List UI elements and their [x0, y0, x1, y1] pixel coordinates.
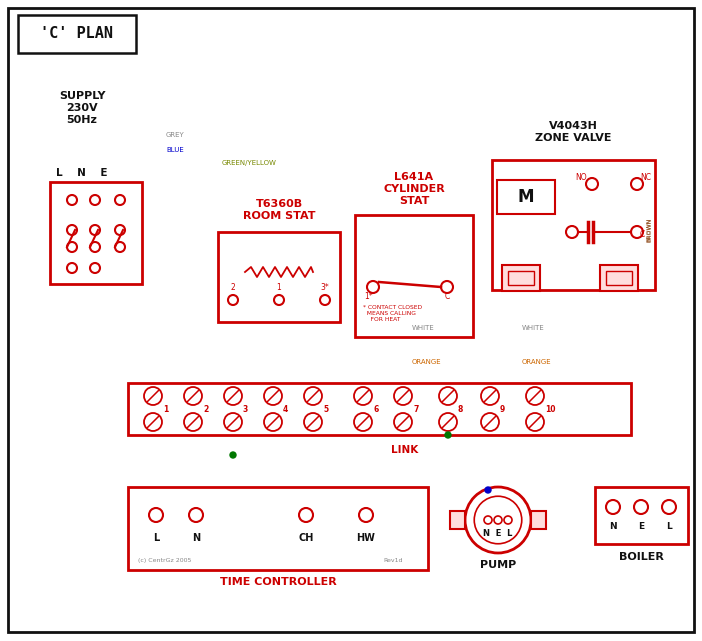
- Text: NO: NO: [575, 173, 587, 182]
- Text: SUPPLY
230V
50Hz: SUPPLY 230V 50Hz: [59, 92, 105, 124]
- Circle shape: [394, 413, 412, 431]
- FancyBboxPatch shape: [50, 182, 142, 284]
- Text: 10: 10: [545, 404, 555, 413]
- Text: BROWN: BROWN: [646, 218, 651, 242]
- Text: E: E: [638, 522, 644, 531]
- Circle shape: [394, 387, 412, 405]
- Text: * CONTACT CLOSED
  MEANS CALLING
    FOR HEAT: * CONTACT CLOSED MEANS CALLING FOR HEAT: [363, 305, 422, 322]
- FancyBboxPatch shape: [531, 511, 546, 529]
- Text: Rev1d: Rev1d: [383, 558, 402, 563]
- Text: ORANGE: ORANGE: [412, 359, 442, 365]
- Text: C: C: [640, 230, 645, 239]
- Text: N: N: [192, 533, 200, 543]
- Circle shape: [439, 387, 457, 405]
- Text: PUMP: PUMP: [480, 560, 516, 570]
- Text: L: L: [666, 522, 672, 531]
- Text: GREEN/YELLOW: GREEN/YELLOW: [222, 160, 277, 166]
- FancyBboxPatch shape: [508, 271, 534, 285]
- Circle shape: [481, 413, 499, 431]
- Circle shape: [445, 432, 451, 438]
- FancyBboxPatch shape: [502, 265, 540, 291]
- Text: NC: NC: [640, 173, 651, 182]
- Text: WHITE: WHITE: [522, 325, 545, 331]
- Circle shape: [485, 487, 491, 493]
- Text: L641A
CYLINDER
STAT: L641A CYLINDER STAT: [383, 172, 445, 206]
- Text: 8: 8: [458, 404, 463, 413]
- Circle shape: [224, 413, 242, 431]
- Text: M: M: [518, 188, 534, 206]
- FancyBboxPatch shape: [606, 271, 632, 285]
- Text: 2: 2: [203, 404, 208, 413]
- Text: T6360B
ROOM STAT: T6360B ROOM STAT: [243, 199, 315, 221]
- Text: ORANGE: ORANGE: [522, 359, 552, 365]
- Circle shape: [144, 387, 162, 405]
- Circle shape: [264, 413, 282, 431]
- Text: V4043H
ZONE VALVE: V4043H ZONE VALVE: [535, 121, 611, 143]
- Circle shape: [264, 387, 282, 405]
- Circle shape: [481, 387, 499, 405]
- FancyBboxPatch shape: [128, 383, 631, 435]
- Circle shape: [354, 413, 372, 431]
- FancyBboxPatch shape: [450, 511, 465, 529]
- Text: 2: 2: [231, 283, 235, 292]
- Circle shape: [304, 387, 322, 405]
- Circle shape: [230, 452, 236, 458]
- Circle shape: [354, 387, 372, 405]
- FancyBboxPatch shape: [355, 215, 473, 337]
- Text: 5: 5: [323, 404, 328, 413]
- Text: HW: HW: [357, 533, 376, 543]
- FancyBboxPatch shape: [595, 487, 688, 544]
- Text: L: L: [153, 533, 159, 543]
- Circle shape: [184, 413, 202, 431]
- Text: L    N    E: L N E: [56, 168, 107, 178]
- FancyBboxPatch shape: [218, 232, 340, 322]
- Text: 3*: 3*: [321, 283, 329, 292]
- Text: 3: 3: [243, 404, 249, 413]
- FancyBboxPatch shape: [600, 265, 638, 291]
- Text: TIME CONTROLLER: TIME CONTROLLER: [220, 577, 336, 587]
- Circle shape: [526, 413, 544, 431]
- Text: LINK: LINK: [392, 445, 418, 455]
- FancyBboxPatch shape: [128, 487, 428, 570]
- Text: BOILER: BOILER: [619, 552, 664, 562]
- Text: N: N: [609, 522, 617, 531]
- Text: 7: 7: [413, 404, 418, 413]
- Text: BLUE: BLUE: [166, 147, 184, 153]
- Circle shape: [224, 387, 242, 405]
- Text: 1: 1: [277, 283, 282, 292]
- FancyBboxPatch shape: [8, 8, 694, 632]
- Text: WHITE: WHITE: [412, 325, 435, 331]
- Text: GREY: GREY: [166, 132, 185, 138]
- Text: CH: CH: [298, 533, 314, 543]
- Text: C: C: [444, 292, 449, 301]
- FancyBboxPatch shape: [492, 160, 655, 290]
- FancyBboxPatch shape: [497, 180, 555, 214]
- Text: 9: 9: [500, 404, 505, 413]
- Text: 6: 6: [373, 404, 378, 413]
- Text: 4: 4: [283, 404, 289, 413]
- Text: 1: 1: [163, 404, 168, 413]
- Text: BROWN: BROWN: [647, 218, 652, 242]
- Text: 'C' PLAN: 'C' PLAN: [41, 26, 114, 42]
- Text: N  E  L: N E L: [483, 529, 512, 538]
- Circle shape: [144, 413, 162, 431]
- Circle shape: [439, 413, 457, 431]
- Circle shape: [526, 387, 544, 405]
- Text: 1*: 1*: [364, 292, 373, 301]
- Text: (c) CentrGz 2005: (c) CentrGz 2005: [138, 558, 192, 563]
- Circle shape: [304, 413, 322, 431]
- FancyBboxPatch shape: [18, 15, 136, 53]
- Circle shape: [184, 387, 202, 405]
